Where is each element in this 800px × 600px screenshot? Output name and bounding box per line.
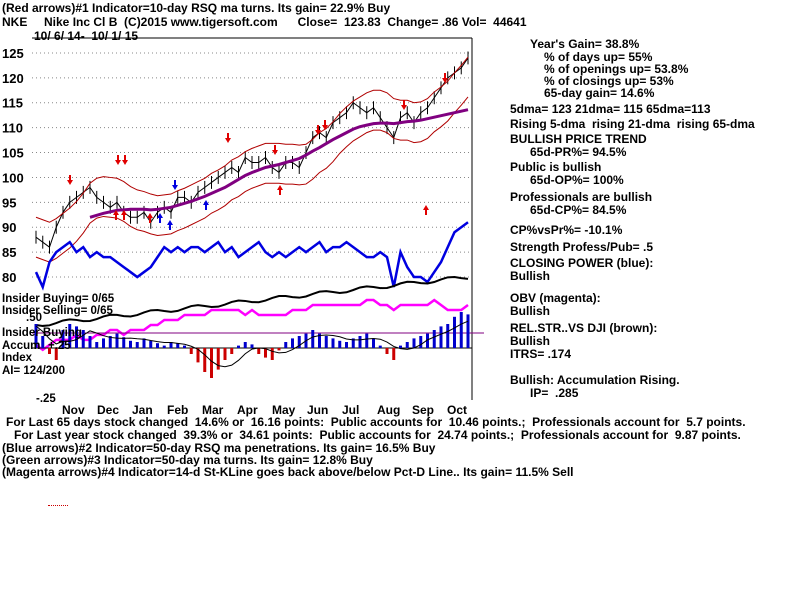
- signal-arrow: [115, 155, 121, 165]
- signal-arrow: [113, 210, 119, 220]
- right-panel-line: 65-day gain= 14.6%: [544, 86, 655, 100]
- right-panel-line: Rising 5-dma rising 21-dma rising 65-dma: [510, 117, 755, 131]
- right-panel-line: IP= .285: [530, 386, 579, 400]
- footer-line-2: For Last year stock changed 39.3% or 34.…: [14, 428, 741, 442]
- signal-arrow: [423, 205, 429, 215]
- x-tick-label: Jan: [132, 403, 153, 417]
- x-tick-label: Jun: [307, 403, 328, 417]
- signal-arrow: [272, 145, 278, 155]
- right-panel-line: OBV (magenta):: [510, 291, 601, 305]
- header-line1: (Red arrows)#1 Indicator=10-day RSQ ma t…: [2, 1, 391, 15]
- signal-arrow: [401, 100, 407, 110]
- x-tick-label: Aug: [377, 403, 400, 417]
- right-panel-line: Bullish: [510, 304, 551, 318]
- signal-arrow: [172, 180, 178, 190]
- minus-25-label: -.25: [36, 393, 56, 405]
- x-tick-label: May: [272, 403, 296, 417]
- signal-arrow: [203, 200, 209, 210]
- right-panel-line: 65d-OP%= 100%: [530, 173, 624, 187]
- insider-buying-label-2: Insider Buying: [2, 327, 82, 339]
- signal-arrow: [122, 155, 128, 165]
- y-tick-label: 85: [2, 245, 16, 260]
- right-panel-line: ITRS= .174: [510, 347, 572, 361]
- signal-arrow: [157, 213, 163, 223]
- y-tick-label: 95: [2, 195, 16, 210]
- index-label: Index: [2, 352, 33, 364]
- y-tick-label: 80: [2, 270, 16, 285]
- y-tick-label: 110: [2, 121, 23, 136]
- right-panel-line: % of openings up= 53.8%: [544, 62, 689, 76]
- right-panel-line: Bullish: Accumulation Rising.: [510, 373, 680, 387]
- signal-arrow: [315, 125, 321, 135]
- insider-buying-label: Insider Buying= 0/65: [2, 293, 115, 305]
- right-panel-line: % of days up= 55%: [544, 50, 653, 64]
- x-tick-label: Dec: [97, 403, 119, 417]
- right-panel-line: BULLISH PRICE TREND: [510, 132, 647, 146]
- x-tick-label: Mar: [202, 403, 224, 417]
- right-panel-line: Public is bullish: [510, 160, 602, 174]
- right-panel-line: 65d-CP%= 84.5%: [530, 203, 627, 217]
- right-panel-line: Bullish: [510, 334, 551, 348]
- signal-arrow: [277, 185, 283, 195]
- x-tick-label: Oct: [447, 403, 467, 417]
- signal-arrow: [121, 210, 127, 220]
- y-tick-label: 115: [2, 96, 23, 111]
- signal-arrow: [147, 213, 153, 223]
- minus-50-label: .50: [26, 312, 42, 324]
- obv-line: [35, 298, 469, 352]
- closing-power-line: [34, 221, 469, 291]
- plus-25-label: +.25: [48, 340, 71, 352]
- right-panel-line: % of closings up= 53%: [544, 74, 674, 88]
- y-tick-label: 105: [2, 146, 24, 161]
- ai-label: AI= 124/200: [2, 365, 65, 377]
- upper-band: [35, 56, 469, 223]
- signal-arrow: [322, 120, 328, 130]
- footer-line-4: (Green arrows)#3 Indicator=50-day ma tur…: [2, 453, 373, 467]
- right-panel-line: REL.STR..VS DJI (brown):: [510, 321, 658, 335]
- right-panel-line: Strength Profess/Pub= .5: [510, 240, 654, 254]
- x-tick-label: Feb: [167, 403, 188, 417]
- x-tick-label: Jul: [342, 403, 359, 417]
- lower-band: [35, 96, 469, 263]
- ma65-line: [89, 108, 469, 219]
- rel-str-line: [35, 276, 469, 327]
- dotted-mark: [48, 505, 68, 506]
- footer-line-3: (Blue arrows)#2 Indicator=50-day RSQ ma …: [2, 441, 436, 455]
- price-line: [35, 57, 469, 248]
- y-tick-label: 120: [2, 71, 24, 86]
- signal-arrow: [167, 220, 173, 230]
- y-tick-label: 100: [2, 170, 24, 185]
- right-panel-line: 65d-PR%= 94.5%: [530, 145, 627, 159]
- header-line2: NKE Nike Inc Cl B (C)2015 www.tigersoft.…: [2, 15, 527, 29]
- accum-label: Accum: [2, 340, 41, 352]
- x-tick-label: Sep: [412, 403, 434, 417]
- right-panel-line: CP%vsPr%= -10.1%: [510, 223, 623, 237]
- signal-arrow: [225, 133, 231, 143]
- x-tick-label: Apr: [237, 403, 258, 417]
- y-tick-label: 125: [2, 46, 24, 61]
- date-range: 10/ 6/ 14- 10/ 1/ 15: [34, 29, 139, 43]
- footer-line-5: (Magenta arrows)#4 Indicator=14-d St-KLi…: [2, 465, 574, 479]
- accum-ma-line: [35, 320, 469, 368]
- footer-line-1: For Last 65 days stock changed 14.6% or …: [6, 415, 746, 429]
- y-tick-label: 90: [2, 220, 16, 235]
- insider-selling-label: Insider Selling= 0/65: [2, 305, 113, 317]
- right-panel-line: 5dma= 123 21dma= 115 65dma=113: [510, 102, 711, 116]
- signal-arrow: [442, 73, 448, 83]
- x-tick-label: Nov: [62, 403, 85, 417]
- signal-arrow: [67, 175, 73, 185]
- right-panel-line: Bullish: [510, 269, 551, 283]
- right-panel-line: Year's Gain= 38.8%: [530, 37, 640, 51]
- right-panel-line: Professionals are bullish: [510, 190, 653, 204]
- right-panel-line: CLOSING POWER (blue):: [510, 256, 654, 270]
